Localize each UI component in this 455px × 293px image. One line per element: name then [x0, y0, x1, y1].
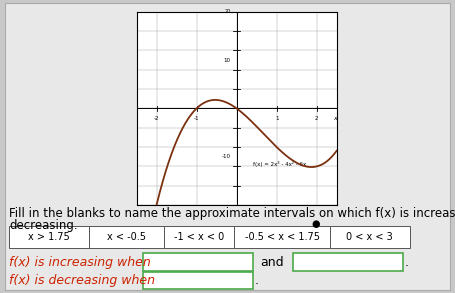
Text: 10: 10	[223, 57, 231, 63]
Text: .: .	[255, 274, 259, 287]
Text: .: .	[405, 256, 409, 269]
Text: -1 < x < 0: -1 < x < 0	[174, 232, 224, 242]
Text: -2: -2	[154, 116, 159, 121]
Bar	[164, 226, 234, 248]
Text: 20: 20	[224, 9, 231, 14]
Text: Fill in the blanks to name the approximate intervals on which f(x) is increasing: Fill in the blanks to name the approxima…	[9, 207, 455, 219]
Text: 2: 2	[315, 116, 318, 121]
Bar	[89, 226, 164, 248]
Bar	[9, 226, 89, 248]
Text: 1: 1	[275, 116, 278, 121]
Text: x: x	[333, 116, 337, 121]
Bar	[234, 226, 330, 248]
Text: 0 < x < 3: 0 < x < 3	[346, 232, 393, 242]
Text: f(x) is decreasing when: f(x) is decreasing when	[9, 274, 155, 287]
Text: f(x) = 2x³ - 4x² - 6x: f(x) = 2x³ - 4x² - 6x	[253, 161, 306, 167]
Bar	[143, 253, 253, 271]
Text: -1: -1	[194, 116, 199, 121]
Text: -0.5 < x < 1.75: -0.5 < x < 1.75	[245, 232, 319, 242]
Bar	[293, 253, 403, 271]
Text: ●: ●	[312, 219, 320, 229]
Bar	[330, 226, 410, 248]
Text: f(x) is increasing when: f(x) is increasing when	[9, 256, 151, 269]
Bar	[143, 272, 253, 289]
Text: -10: -10	[222, 154, 231, 159]
Text: x < -0.5: x < -0.5	[107, 232, 146, 242]
Text: and: and	[261, 256, 284, 269]
Text: x > 1.75: x > 1.75	[28, 232, 70, 242]
Text: decreasing.: decreasing.	[9, 219, 78, 232]
